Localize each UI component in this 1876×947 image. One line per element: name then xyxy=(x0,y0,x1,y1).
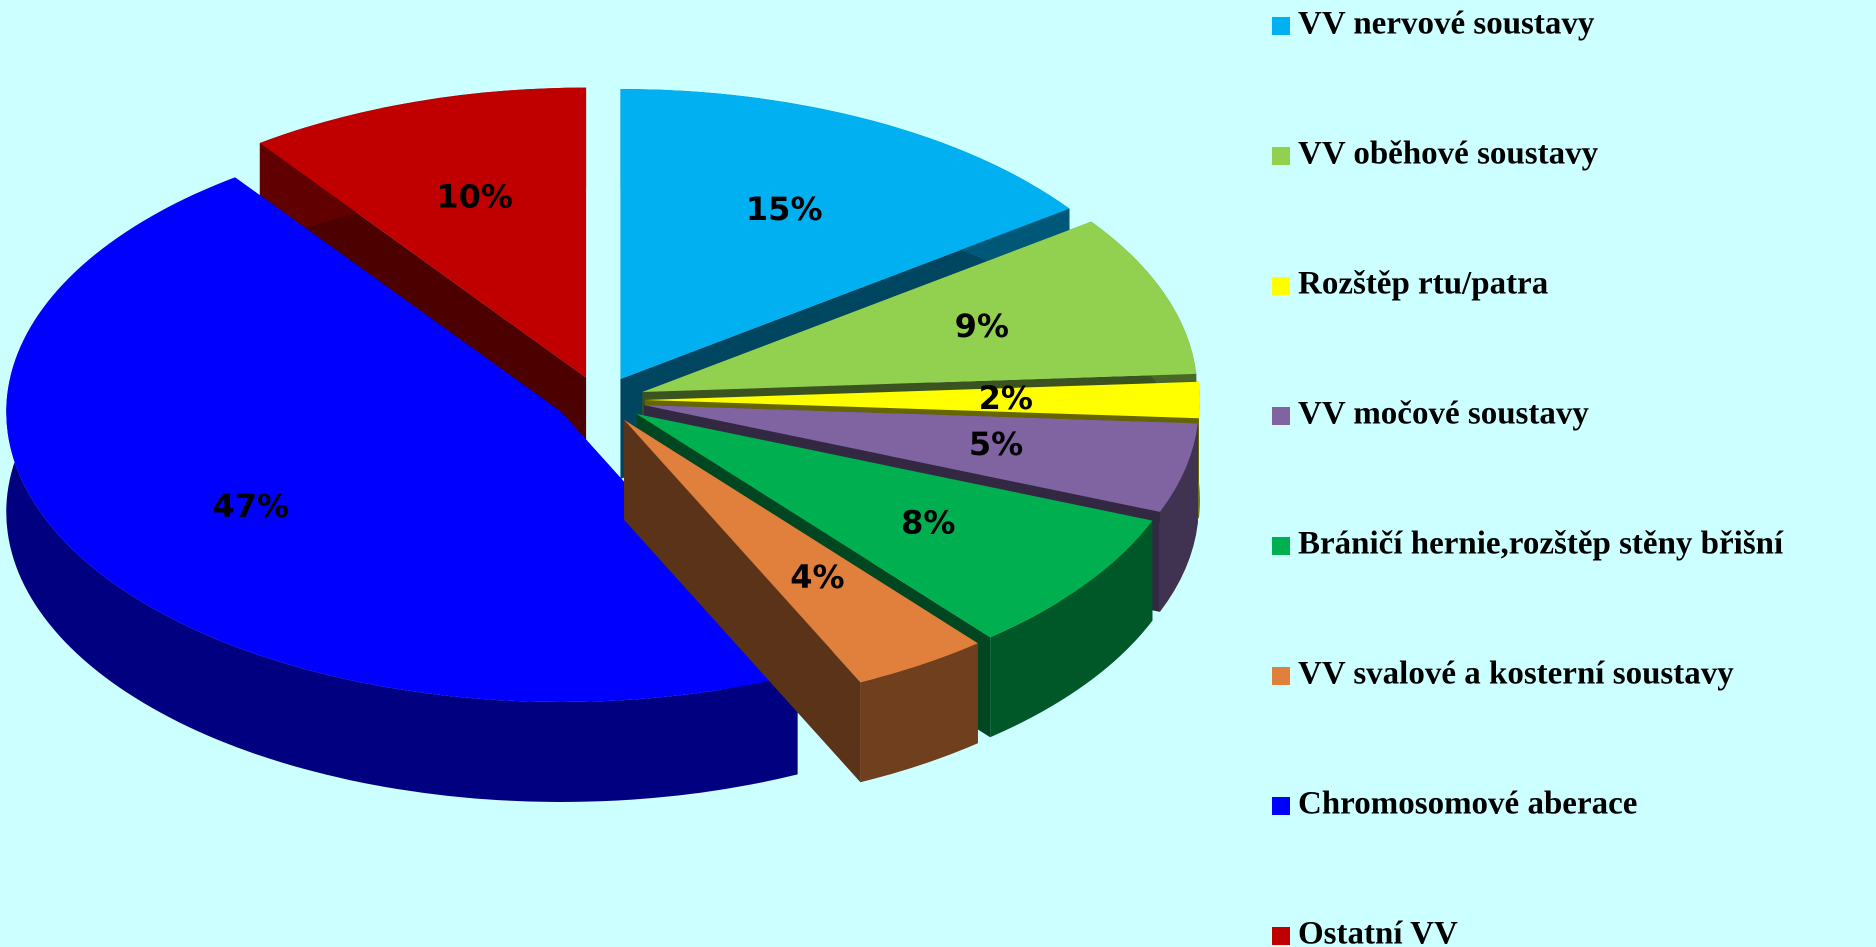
slice-side xyxy=(6,177,798,802)
data-label: 5% xyxy=(969,425,1023,463)
data-label: 8% xyxy=(901,504,955,542)
slice xyxy=(636,413,1153,638)
data-label: 10% xyxy=(436,177,513,215)
legend-label: VV oběhové soustavy xyxy=(1298,136,1599,172)
slice-side xyxy=(990,520,1153,738)
slice xyxy=(624,419,978,683)
legend-label: VV močové soustavy xyxy=(1298,396,1589,432)
legend-swatch xyxy=(1272,797,1290,815)
slice xyxy=(642,221,1197,393)
slice xyxy=(620,89,1070,380)
legend-label: VV svalové a kosterní soustavy xyxy=(1298,656,1734,692)
data-label: 47% xyxy=(212,487,289,525)
legend-swatch xyxy=(1272,407,1290,425)
data-label: 2% xyxy=(979,379,1033,417)
legend-label: VV nervové soustavy xyxy=(1298,6,1595,42)
legend-swatch xyxy=(1272,927,1290,945)
slice xyxy=(645,381,1200,419)
legend-swatch xyxy=(1272,667,1290,685)
legend-label: Chromosomové aberace xyxy=(1298,786,1637,822)
legend-swatch xyxy=(1272,147,1290,165)
legend-swatch xyxy=(1272,17,1290,35)
slice xyxy=(643,405,1198,512)
slice-side xyxy=(624,419,861,783)
slice xyxy=(6,177,798,702)
data-label: 4% xyxy=(790,558,844,596)
legend-swatch xyxy=(1272,277,1290,295)
data-label: 9% xyxy=(955,307,1009,345)
legend-label: Ostatní VV xyxy=(1298,916,1458,947)
legend-label: Bráničí hernie,rozštěp stěny břišní xyxy=(1298,526,1784,562)
slice xyxy=(259,87,587,378)
data-label: 15% xyxy=(746,190,823,228)
slice-side xyxy=(860,643,978,783)
slice-side xyxy=(1159,423,1198,612)
legend-swatch xyxy=(1272,537,1290,555)
legend-label: Rozštěp rtu/patra xyxy=(1298,266,1548,302)
